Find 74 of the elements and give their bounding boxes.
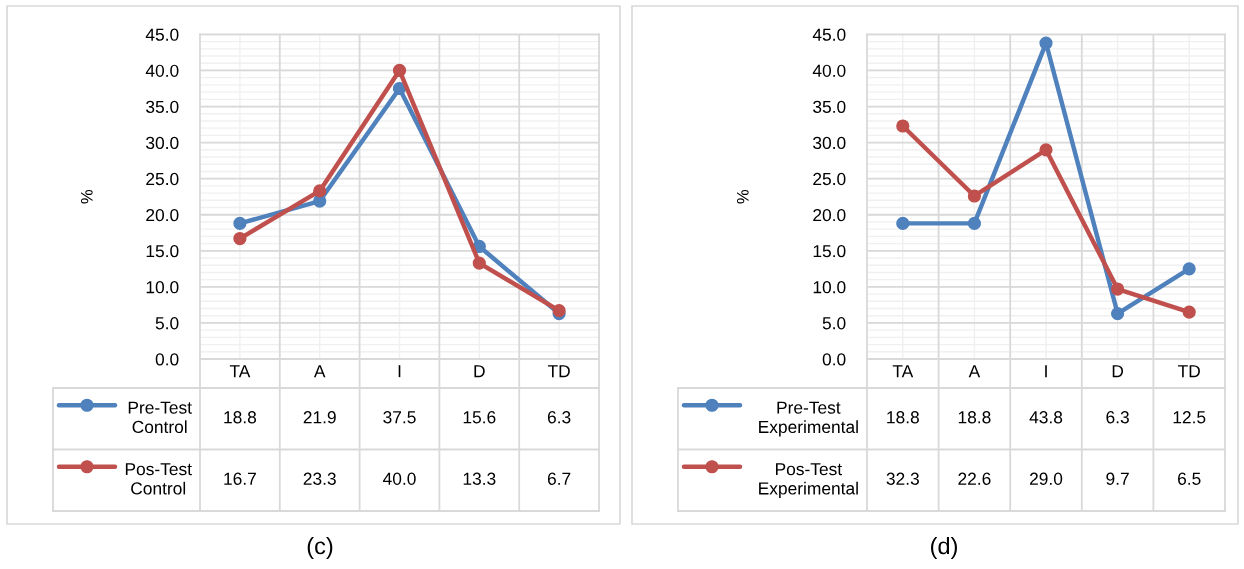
- data-label: 21.9: [303, 411, 336, 424]
- data-label: 15.6: [463, 411, 496, 424]
- y-tick-label: 40.0: [145, 64, 179, 77]
- point: [313, 184, 327, 198]
- x-tick-label: TA: [229, 365, 251, 378]
- data-label: 32.3: [886, 472, 919, 485]
- point: [896, 216, 910, 230]
- point: [233, 231, 247, 246]
- y-tick-label: 5.0: [822, 317, 846, 330]
- y-tick-label: 15.0: [146, 244, 179, 258]
- data-label: 16.7: [224, 472, 256, 485]
- x-tick-label: I: [1045, 365, 1047, 378]
- data-label: 43.8: [1029, 411, 1063, 424]
- point: [1182, 262, 1196, 276]
- y-axis-title: %: [80, 189, 93, 204]
- x-tick-label: A: [313, 365, 326, 378]
- y-tick-label: 25.0: [813, 172, 846, 186]
- legend-label: Pos-Test Experimental: [759, 463, 858, 499]
- legend-label: Pos-Test Control: [125, 463, 192, 495]
- point: [1039, 36, 1053, 50]
- y-tick-label: 10.0: [146, 281, 179, 294]
- data-label: 18.8: [887, 411, 919, 424]
- point: [1111, 282, 1125, 296]
- data-label: 9.7: [1106, 472, 1129, 485]
- point: [967, 189, 981, 203]
- y-tick-label: 45.0: [145, 28, 179, 41]
- x-tick-label: TD: [547, 365, 570, 378]
- data-label: 29.0: [1029, 472, 1063, 485]
- data-label: 12.5: [1173, 411, 1206, 424]
- x-tick-label: A: [968, 365, 981, 378]
- data-label: 13.3: [463, 472, 496, 485]
- x-tick-label: TD: [1178, 365, 1200, 378]
- y-tick-label: 25.0: [146, 172, 179, 186]
- y-axis-title: %: [736, 189, 749, 204]
- y-tick-label: 10.0: [813, 281, 846, 294]
- x-tick-label: D: [1112, 365, 1124, 378]
- data-label: 40.0: [383, 472, 416, 485]
- data-label: 23.3: [303, 472, 336, 485]
- point: [1182, 305, 1196, 319]
- point: [967, 216, 981, 230]
- point: [1039, 143, 1053, 157]
- legend-label: Pre-Test Experimental: [759, 401, 858, 437]
- y-tick-label: 15.0: [813, 244, 846, 258]
- y-tick-label: 45.0: [812, 28, 846, 41]
- x-tick-label: I: [398, 365, 401, 378]
- data-label: 6.7: [547, 472, 571, 485]
- text: (d): [931, 536, 957, 559]
- data-label: 6.5: [1178, 472, 1201, 485]
- y-tick-label: 20.0: [146, 208, 179, 222]
- x-tick-label: TA: [892, 365, 914, 378]
- point: [392, 63, 407, 78]
- y-tick-label: 0.0: [822, 353, 846, 366]
- y-tick-label: 0.0: [155, 353, 179, 366]
- data-label: 18.8: [958, 411, 991, 424]
- point: [233, 216, 247, 230]
- y-tick-label: 35.0: [146, 100, 179, 113]
- data-label: 6.3: [547, 411, 571, 424]
- data-label: 6.3: [1106, 411, 1129, 424]
- y-tick-label: 40.0: [812, 64, 846, 77]
- y-tick-label: 20.0: [813, 208, 846, 222]
- point: [472, 256, 486, 270]
- y-tick-label: 30.0: [146, 136, 179, 150]
- point: [896, 119, 910, 133]
- data-label: 22.6: [958, 472, 991, 485]
- legend-label: Pre-Test Control: [128, 401, 192, 434]
- point: [1111, 306, 1125, 321]
- y-tick-label: 30.0: [813, 136, 846, 150]
- x-tick-label: D: [474, 365, 485, 378]
- y-tick-label: 35.0: [813, 100, 846, 113]
- y-tick-label: 5.0: [155, 317, 179, 330]
- data-label: 37.5: [383, 411, 416, 424]
- point: [392, 81, 407, 96]
- text: (c): [307, 536, 333, 559]
- data-label: 18.8: [224, 411, 257, 424]
